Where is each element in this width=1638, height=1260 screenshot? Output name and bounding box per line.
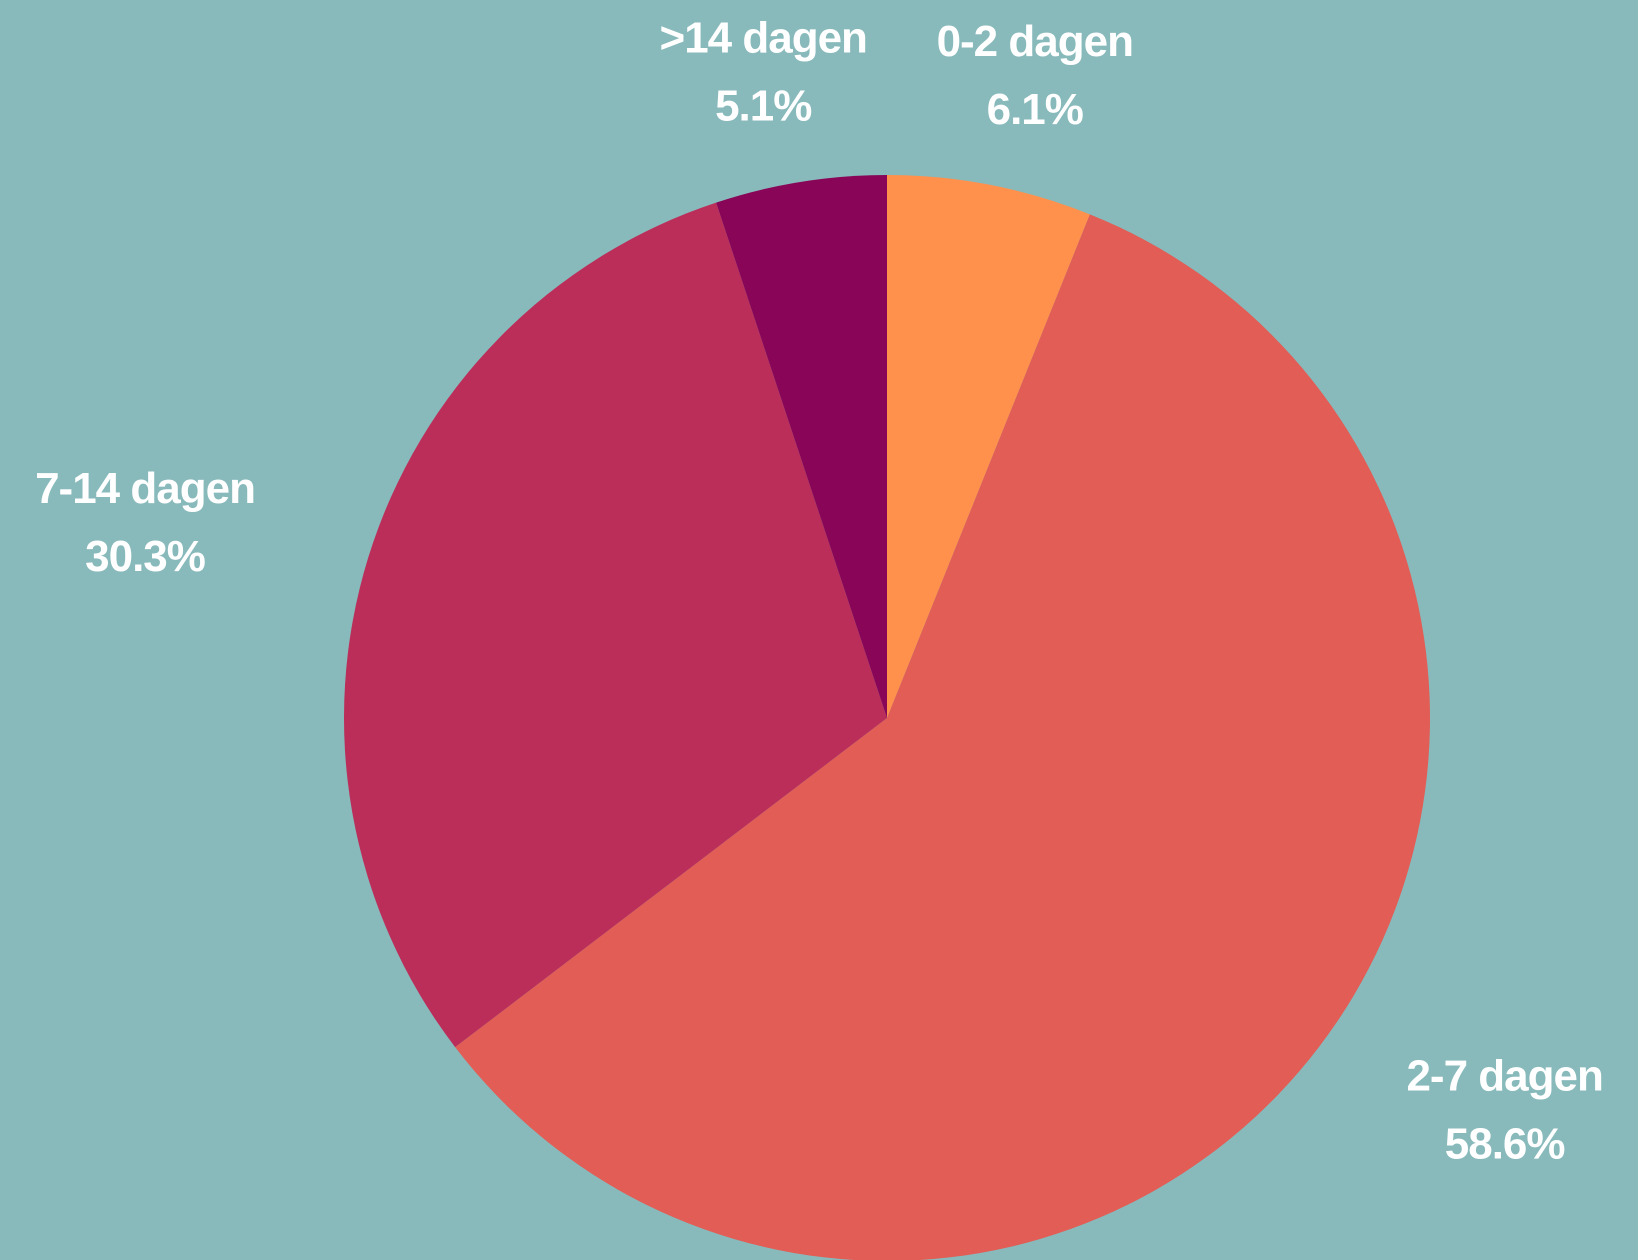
slice-value-label: 30.3%: [85, 532, 205, 581]
pie-slice: [716, 175, 887, 718]
slice-label: 0-2 dagen: [937, 17, 1133, 66]
slice-label: 2-7 dagen: [1406, 1052, 1602, 1101]
slice-label: >14 dagen: [660, 13, 867, 62]
pie-slice: [887, 175, 1090, 718]
slice-label: 7-14 dagen: [35, 464, 255, 513]
slice-value-label: 6.1%: [987, 85, 1083, 134]
pie-slice: [455, 214, 1430, 1260]
pie-slice: [343, 202, 887, 1048]
slice-value-label: 58.6%: [1445, 1120, 1565, 1169]
slice-value-label: 5.1%: [715, 81, 811, 130]
